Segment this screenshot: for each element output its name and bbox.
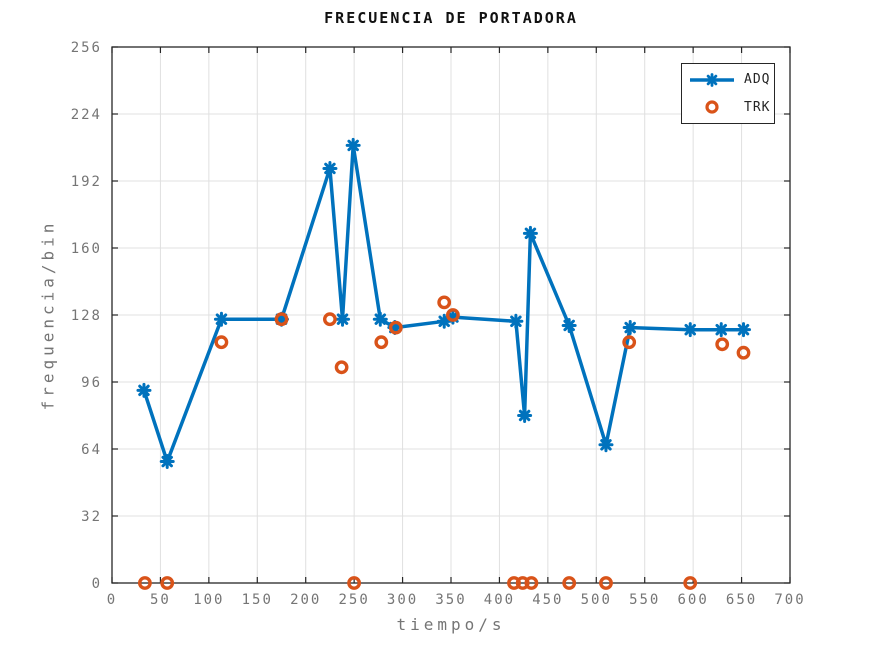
- adq-marker: [372, 311, 388, 327]
- trk-marker: [214, 335, 229, 350]
- trk-marker: [524, 576, 539, 590]
- y-tick-label: 96: [81, 375, 102, 391]
- x-axis-label: tiempo/s: [396, 615, 506, 634]
- trk-marker: [347, 576, 361, 590]
- asterisk-marker-icon: [690, 72, 734, 87]
- x-tick-label: 700: [774, 592, 805, 608]
- circle-marker-icon: [705, 100, 719, 114]
- trk-marker: [388, 320, 403, 335]
- x-tick-label: 450: [532, 592, 563, 608]
- trk-marker: [736, 345, 751, 360]
- x-tick-label: 50: [150, 592, 171, 608]
- y-tick-label: 224: [71, 107, 102, 123]
- trk-marker: [160, 576, 175, 590]
- trk-marker: [334, 360, 349, 375]
- y-tick-label: 160: [71, 241, 102, 257]
- adq-marker: [713, 322, 729, 338]
- adq-marker: [508, 313, 524, 329]
- trk-marker: [437, 295, 452, 310]
- x-tick-label: 150: [242, 592, 273, 608]
- x-tick-label: 100: [193, 592, 224, 608]
- adq-marker: [622, 320, 638, 336]
- x-tick-label: 200: [290, 592, 321, 608]
- x-tick-label: 500: [581, 592, 612, 608]
- x-tick-label: 350: [435, 592, 466, 608]
- trk-marker: [562, 576, 577, 590]
- trk-marker: [445, 308, 460, 322]
- chart-title: FRECUENCIA DE PORTADORA: [324, 9, 578, 27]
- y-tick-label: 32: [81, 509, 102, 525]
- x-tick-label: 650: [726, 592, 757, 608]
- adq-marker: [682, 322, 698, 338]
- trk-marker: [322, 312, 337, 327]
- legend-entry-adq: ADQ: [688, 68, 774, 92]
- trk-marker: [622, 335, 637, 350]
- y-axis-label: frequencia/bin: [38, 219, 58, 411]
- adq-marker: [598, 437, 614, 453]
- legend-adq-asterisk: [705, 72, 719, 87]
- trk-marker: [715, 337, 730, 352]
- x-tick-label: 400: [484, 592, 515, 608]
- legend-entry-trk: TRK: [688, 95, 774, 119]
- y-tick-label: 0: [92, 576, 102, 592]
- trk-marker: [599, 576, 613, 590]
- y-tick-label: 128: [71, 308, 102, 324]
- x-tick-label: 300: [387, 592, 418, 608]
- x-tick-label: 250: [338, 592, 369, 608]
- y-tick-label: 64: [81, 442, 102, 458]
- adq-marker: [213, 311, 229, 327]
- y-tick-label: 256: [71, 40, 102, 56]
- adq-marker: [136, 382, 152, 398]
- adq-marker: [345, 137, 361, 153]
- y-tick-label: 192: [71, 174, 102, 190]
- x-tick-label: 550: [629, 592, 660, 608]
- x-tick-label: 0: [107, 592, 117, 608]
- trk-marker: [137, 576, 152, 590]
- x-tick-label: 600: [677, 592, 708, 608]
- adq-marker: [517, 408, 533, 423]
- adq-series-line: [142, 143, 744, 464]
- legend-trk-circle: [705, 100, 719, 114]
- legend-label-trk: TRK: [744, 99, 771, 115]
- adq-marker: [335, 311, 351, 327]
- adq-marker: [736, 322, 752, 338]
- trk-marker: [274, 312, 289, 327]
- trk-marker: [374, 335, 389, 350]
- adq-marker: [522, 225, 538, 241]
- legend-label-adq: ADQ: [744, 72, 771, 88]
- legend-box[interactable]: ADQ TRK: [681, 63, 775, 124]
- adq-marker: [159, 454, 175, 470]
- trk-marker: [683, 576, 698, 590]
- adq-marker: [322, 160, 338, 176]
- adq-marker: [561, 317, 577, 333]
